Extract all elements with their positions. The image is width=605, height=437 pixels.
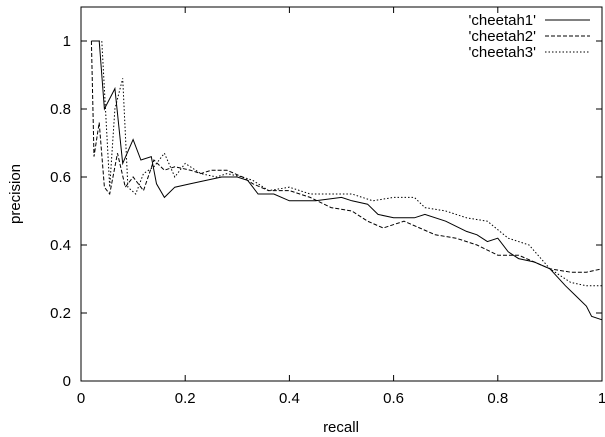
y-axis-label: precision [7,164,24,224]
y-tick-label: 1 [63,33,71,50]
legend-label-3: 'cheetah3' [469,44,537,61]
series-line-3 [91,40,602,287]
y-tick-label: 0.4 [50,237,71,254]
series-line-1 [91,40,603,321]
x-tick-label: 0.4 [279,390,300,407]
x-axis-label: recall [323,419,359,436]
y-tick-label: 0 [63,373,71,390]
series-line-2 [90,40,603,273]
x-tick-label: 0.2 [175,390,196,407]
plot-frame [80,6,603,382]
axis-ticks: 0 0.2 0.4 0.6 0.8 1 0 0.2 0.4 0.6 0.8 1 [50,7,605,407]
x-tick-label: 0 [77,390,85,407]
y-tick-label: 0.6 [50,169,71,186]
series-lines [90,40,603,321]
legend-label-1: 'cheetah1' [469,12,537,29]
legend-label-2: 'cheetah2' [469,28,537,45]
y-tick-label: 0.2 [50,305,71,322]
x-tick-label: 0.8 [487,390,508,407]
x-tick-label: 0.6 [383,390,404,407]
x-tick-label: 1 [598,390,605,407]
legend: 'cheetah1''cheetah2''cheetah3' [469,12,590,61]
y-tick-label: 0.8 [50,101,71,118]
